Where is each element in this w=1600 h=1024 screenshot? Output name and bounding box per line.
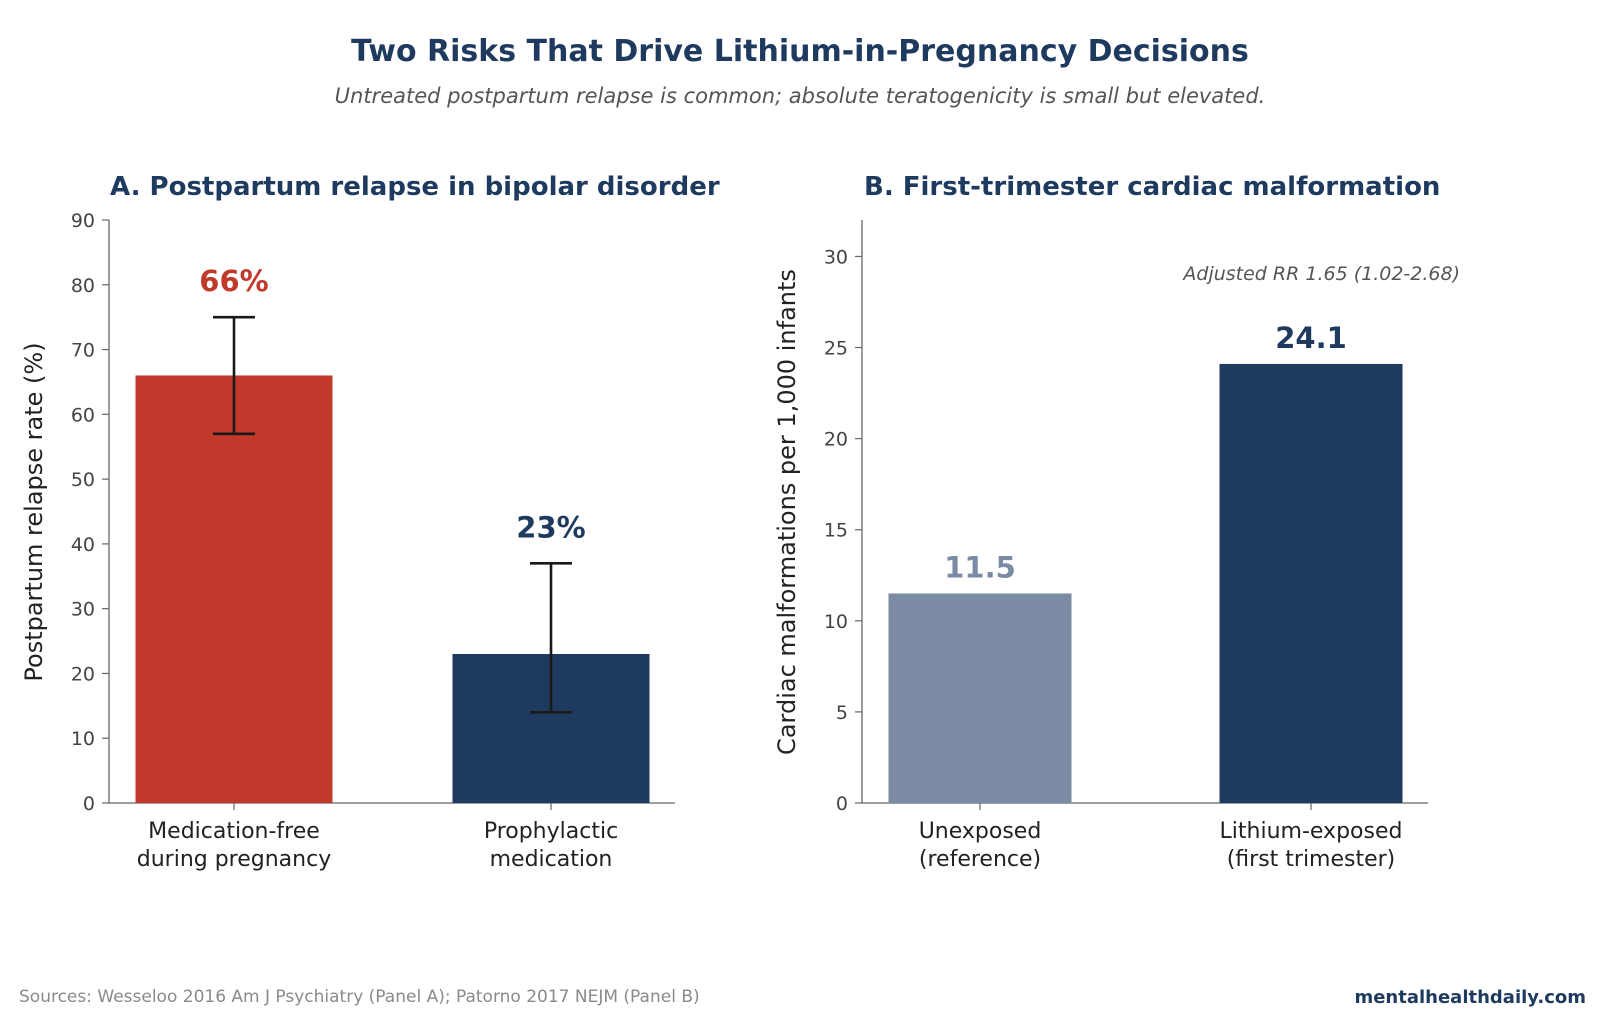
category-label: Lithium-exposed xyxy=(1220,819,1403,844)
brand-label: mentalhealthdaily.com xyxy=(1354,987,1586,1008)
panel-title: B. First-trimester cardiac malformation xyxy=(864,172,1440,202)
sources-note: Sources: Wesseloo 2016 Am J Psychiatry (… xyxy=(19,987,700,1007)
category-label: (first trimester) xyxy=(1227,847,1396,872)
chart-main-title: Two Risks That Drive Lithium-in-Pregnanc… xyxy=(351,34,1249,69)
y-tick-label: 30 xyxy=(71,599,95,621)
y-tick-label: 90 xyxy=(71,210,95,232)
data-label: 23% xyxy=(516,510,585,544)
y-tick-label: 80 xyxy=(71,275,95,297)
category-label: (reference) xyxy=(919,847,1041,872)
category-label: Medication-free xyxy=(148,819,320,844)
data-label: 24.1 xyxy=(1275,321,1347,355)
bar xyxy=(135,375,333,803)
chart-subtitle: Untreated postpartum relapse is common; … xyxy=(334,84,1266,108)
y-tick-label: 70 xyxy=(71,340,95,362)
y-tick-label: 50 xyxy=(71,469,95,491)
y-tick-label: 20 xyxy=(71,663,95,685)
y-tick-label: 15 xyxy=(824,520,848,542)
data-label: 11.5 xyxy=(944,550,1016,584)
y-tick-label: 40 xyxy=(71,534,95,556)
category-label: Unexposed xyxy=(919,819,1042,844)
y-tick-label: 30 xyxy=(824,246,848,268)
y-tick-label: 5 xyxy=(836,702,848,724)
panel-title: A. Postpartum relapse in bipolar disorde… xyxy=(110,172,720,202)
y-tick-label: 0 xyxy=(836,793,848,815)
bar xyxy=(888,593,1072,803)
y-axis-label: Postpartum relapse rate (%) xyxy=(20,342,48,681)
y-tick-label: 20 xyxy=(824,429,848,451)
y-tick-label: 0 xyxy=(83,793,95,815)
category-label: Prophylactic xyxy=(484,819,618,844)
bar xyxy=(1219,363,1403,803)
category-label: during pregnancy xyxy=(137,847,331,872)
y-tick-label: 10 xyxy=(71,728,95,750)
data-label: 66% xyxy=(199,264,268,298)
chart-panel-b: B. First-trimester cardiac malformation 0… xyxy=(773,172,1460,872)
y-tick-label: 25 xyxy=(824,338,848,360)
category-label: medication xyxy=(490,847,613,872)
annotation-text: Adjusted RR 1.65 (1.02-2.68) xyxy=(1181,263,1460,285)
y-tick-label: 60 xyxy=(71,404,95,426)
chart-panel-a: A. Postpartum relapse in bipolar disorde… xyxy=(20,172,720,872)
y-tick-label: 10 xyxy=(824,611,848,633)
y-axis-label: Cardiac malformations per 1,000 infants xyxy=(773,269,801,755)
